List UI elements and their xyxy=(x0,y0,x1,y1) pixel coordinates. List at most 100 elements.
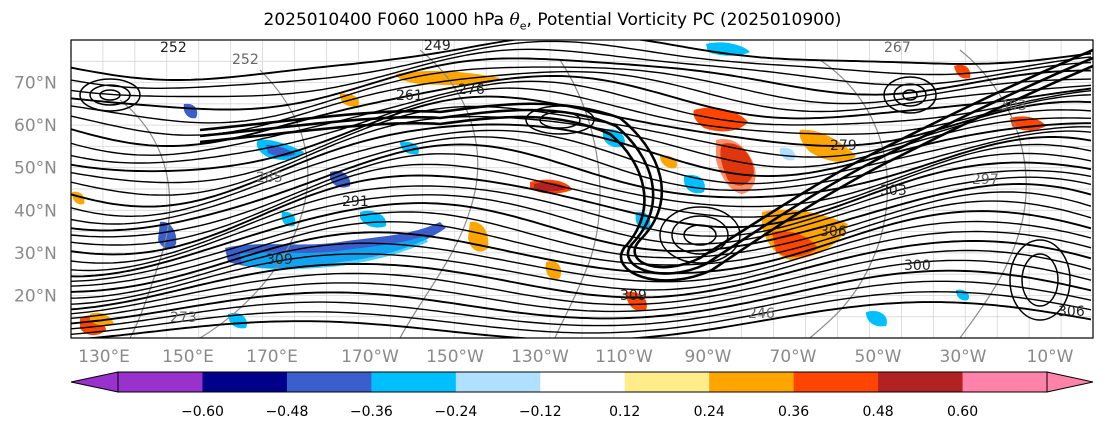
contour-label: 306 xyxy=(1058,304,1085,320)
theta-e-contour xyxy=(71,70,1092,136)
contour-labels: 249 261 291 309 276 306 303 279 300 306 … xyxy=(160,38,1085,326)
closed-contour xyxy=(99,89,121,101)
colorbar-over-extension xyxy=(1046,371,1094,393)
closed-contour xyxy=(89,84,131,106)
theta-e-contour xyxy=(71,220,1092,299)
theta-e-contour xyxy=(71,269,1092,325)
latitude-label: 30°N xyxy=(14,244,57,264)
contour-label: 291 xyxy=(342,194,369,210)
colorbar-tick-label: −0.36 xyxy=(350,404,393,420)
gray-contour xyxy=(199,69,309,338)
colorbar-under-extension xyxy=(70,371,119,393)
closed-contour xyxy=(883,76,937,114)
plot-title: 2025010400 F060 1000 hPa θe, Potential V… xyxy=(0,10,1105,32)
closed-contour xyxy=(1021,253,1059,307)
theta-e-contour xyxy=(71,291,1092,335)
anomaly-patch xyxy=(240,236,428,270)
longitude-label: 130°E xyxy=(78,347,130,367)
anomaly-patch xyxy=(534,182,566,192)
theta-e-contour xyxy=(71,136,1092,232)
longitude-label: 10°W xyxy=(1027,347,1074,367)
theta-e-contours xyxy=(71,40,1092,338)
colorbar-segment xyxy=(455,372,541,392)
colorbar-tick-labels: −0.60 −0.48 −0.36 −0.24 −0.12 0.12 0.24 0.36 0.4… xyxy=(181,404,978,420)
latitude-label: 60°N xyxy=(14,116,57,136)
gray-contour xyxy=(809,59,889,338)
contour-label: 267 xyxy=(884,40,911,56)
contour-label: 306 xyxy=(820,224,847,240)
jet-contour xyxy=(199,48,1093,269)
closed-contour xyxy=(659,206,741,264)
longitude-label: 150°W xyxy=(426,347,484,367)
colorbar-tick-label: −0.12 xyxy=(519,404,562,420)
colorbar-tick-label: 0.24 xyxy=(694,404,725,420)
theta-e-contour xyxy=(71,161,1092,256)
theta-e-contour xyxy=(71,191,1092,282)
theta-e-contour xyxy=(71,169,1092,264)
latitude-label: 20°N xyxy=(14,286,57,306)
contour-label: 303 xyxy=(880,183,907,199)
longitude-label: 90°W xyxy=(685,347,732,367)
closed-contour xyxy=(671,215,729,255)
colorbar-tick-label: 0.36 xyxy=(778,404,809,420)
theta-e-contour xyxy=(71,152,1092,246)
contour-label: 279 xyxy=(830,138,857,154)
theta-e-contour xyxy=(71,210,1092,293)
longitude-label: 170°W xyxy=(341,347,399,367)
contour-label: 285 xyxy=(256,170,283,186)
closed-contour xyxy=(1009,239,1071,321)
theta-e-contour xyxy=(71,230,1092,305)
contour-label: 297 xyxy=(972,172,999,188)
contour-label: 309 xyxy=(266,252,293,268)
theta-e-contour xyxy=(71,143,1092,238)
theta-e-contour xyxy=(71,40,1092,89)
theta-e-contour xyxy=(81,301,1092,338)
theta-e-contour xyxy=(71,48,1092,98)
map-frame xyxy=(70,39,1094,339)
closed-contour xyxy=(893,83,927,107)
colorbar-tick-label: −0.24 xyxy=(434,404,477,420)
colorbar-segment xyxy=(624,372,710,392)
closed-contour xyxy=(79,78,141,112)
theta-e-contour xyxy=(71,57,1091,111)
colorbar-segment xyxy=(202,372,288,392)
theta-e-contour xyxy=(71,183,1092,278)
theta-e-contour xyxy=(71,200,1092,287)
colorbar-segment xyxy=(962,372,1048,392)
theta-e-contour xyxy=(71,115,1092,196)
theta-e-contour xyxy=(71,66,1092,124)
contour-label: 273 xyxy=(170,310,197,326)
colorbar-tick-label: 0.12 xyxy=(609,404,640,420)
longitude-label: 50°W xyxy=(855,347,902,367)
contour-label: 303 xyxy=(1000,98,1027,114)
latitude-label: 70°N xyxy=(14,74,57,94)
longitude-label: 70°W xyxy=(770,347,817,367)
theta-e-contour xyxy=(71,40,1092,81)
theta-subscript: e xyxy=(519,19,527,33)
anomaly-patch xyxy=(716,138,756,194)
colorbar-segment xyxy=(709,372,795,392)
contour-label: 309 xyxy=(620,288,647,304)
longitude-labels: 130°E 150°E 170°E 170°W 150°W 130°W 110°W 90°W 7… xyxy=(78,347,1074,367)
contour-label: 261 xyxy=(396,88,423,104)
jet-contour xyxy=(199,64,1093,282)
title-prefix: 2025010400 F060 1000 hPa xyxy=(263,10,510,30)
colorbar-segment xyxy=(286,372,372,392)
closed-contour xyxy=(683,224,717,246)
contour-label: 276 xyxy=(458,82,485,98)
longitude-label: 130°W xyxy=(511,347,569,367)
theta-e-contour xyxy=(71,130,1092,225)
colorbar-segment xyxy=(793,372,879,392)
anomaly-patch xyxy=(866,310,887,327)
title-suffix: , Potential Vorticity PC (2025010900) xyxy=(526,10,842,30)
latitude-label: 40°N xyxy=(14,201,57,221)
jet-band xyxy=(199,48,1093,282)
colorbar-tick-label: −0.60 xyxy=(181,404,224,420)
contour-label: 252 xyxy=(232,52,259,68)
contour-label: 249 xyxy=(424,38,451,54)
colorbar-tick-label: 0.48 xyxy=(863,404,894,420)
contour-label: 246 xyxy=(748,306,775,322)
theta-e-contour xyxy=(71,126,1092,217)
colorbar-segment xyxy=(540,372,626,392)
